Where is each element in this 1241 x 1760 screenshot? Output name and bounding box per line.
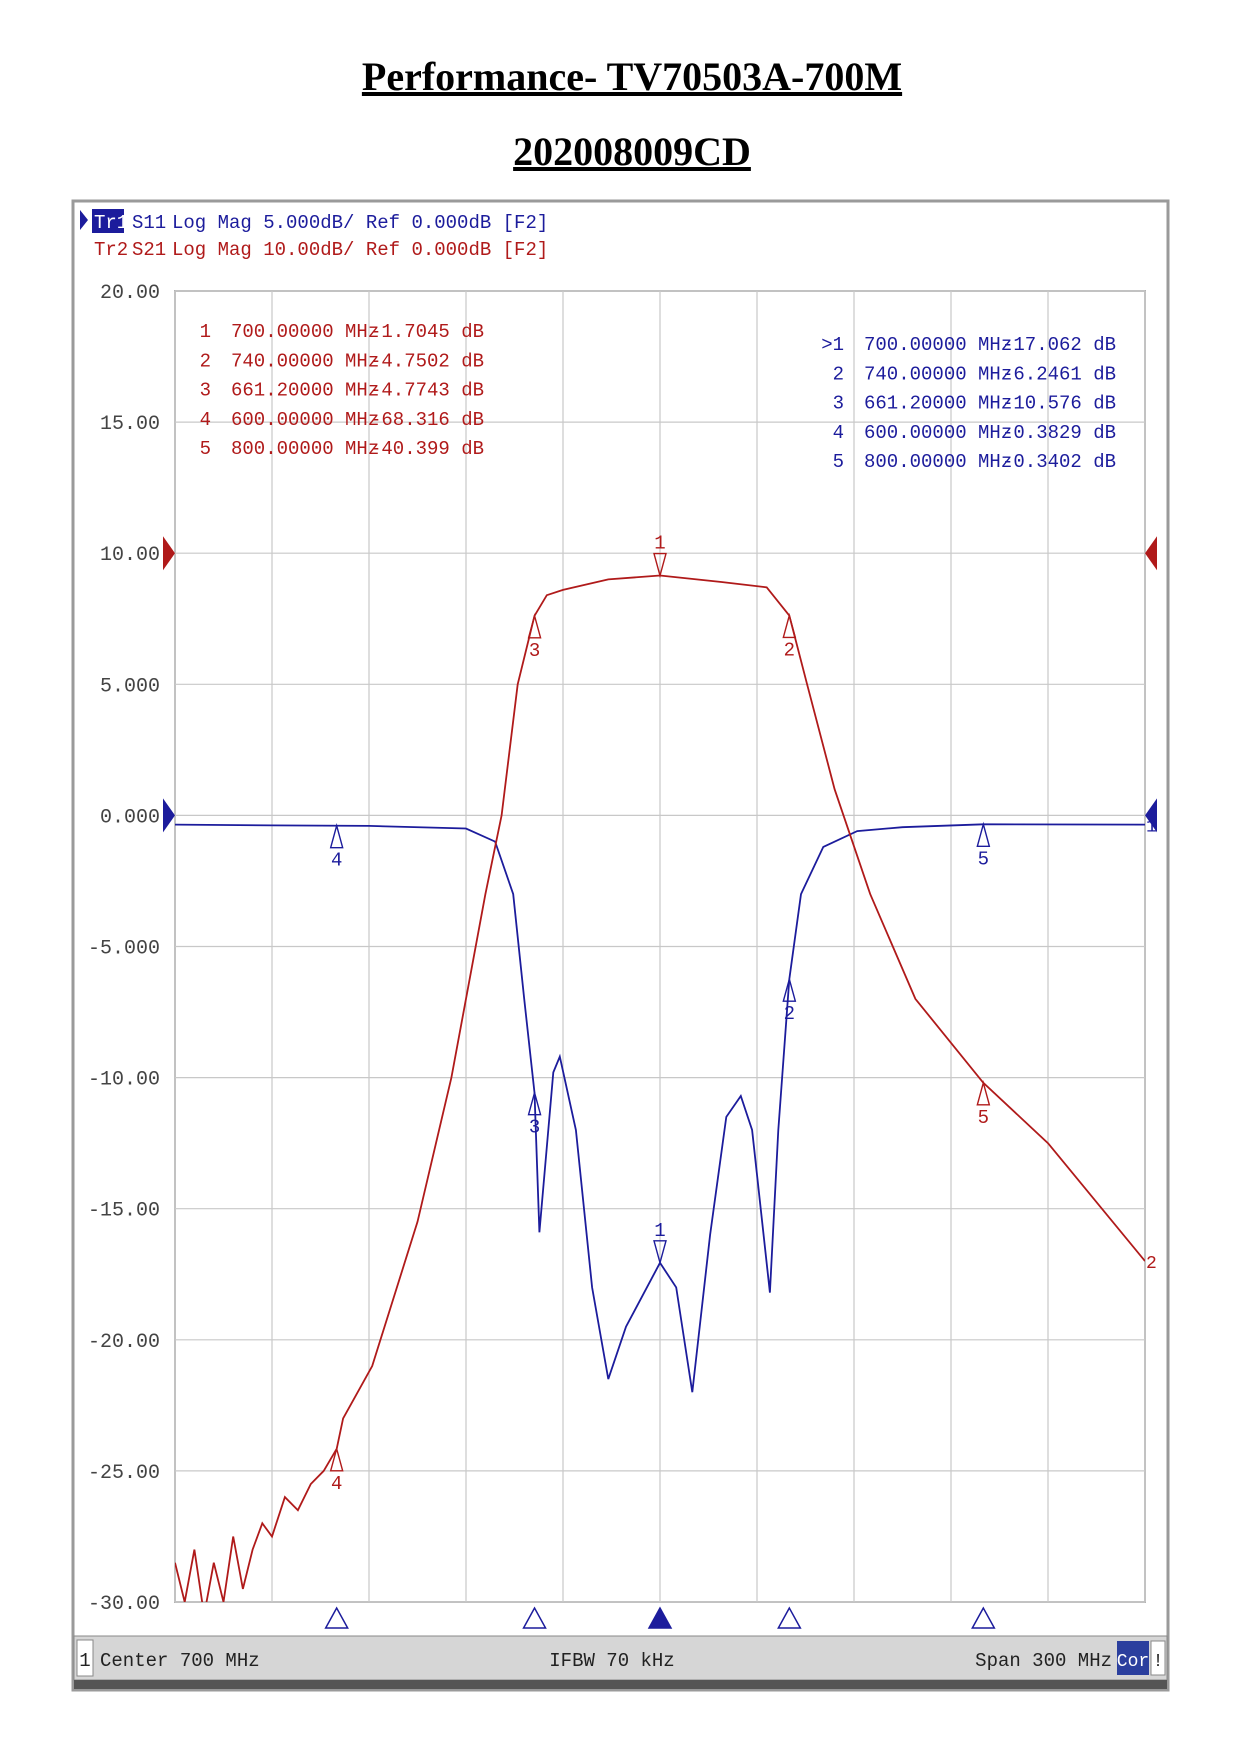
marker-value: -4.7743 dB xyxy=(370,380,484,402)
marker-value: -6.2461 dB xyxy=(1002,363,1116,385)
y-tick-label: -15.00 xyxy=(88,1200,160,1223)
y-tick-label: 10.00 xyxy=(100,544,160,567)
trace-id: Tr2 xyxy=(94,239,128,261)
y-tick-label: -10.00 xyxy=(88,1069,160,1092)
marker-freq: 700.00000 MHz xyxy=(231,321,379,343)
trace-settings: Log Mag 5.000dB/ Ref 0.000dB [F2] xyxy=(172,212,548,234)
marker-value: -10.576 dB xyxy=(1002,393,1116,415)
trace-marker-label: 3 xyxy=(529,640,540,662)
cor-box xyxy=(1117,1641,1149,1675)
trace-marker xyxy=(782,612,797,639)
screen-frame xyxy=(71,199,1170,1692)
marker-freq: 600.00000 MHz xyxy=(231,409,379,431)
marker-id: >1 xyxy=(821,334,844,356)
marker-id: 5 xyxy=(833,451,844,473)
status-bar xyxy=(73,1635,1168,1681)
y-tick-label: -5.000 xyxy=(88,938,160,961)
stimulus-marker xyxy=(522,1606,547,1629)
trace-marker-label: 5 xyxy=(978,1107,989,1129)
marker-value: -0.3402 dB xyxy=(1002,451,1116,473)
y-tick-label: 0.000 xyxy=(100,806,160,829)
marker-value: -1.7045 dB xyxy=(370,321,484,343)
trace-marker xyxy=(653,552,667,579)
y-tick-label: 15.00 xyxy=(100,413,160,436)
stimulus-marker xyxy=(777,1606,802,1629)
trace-marker-label: 1 xyxy=(654,533,665,555)
marker-freq: 740.00000 MHz xyxy=(864,363,1012,385)
trace-marker xyxy=(329,1446,344,1472)
flag-box xyxy=(1150,1640,1166,1676)
marker-id: 3 xyxy=(200,380,211,402)
trace-marker xyxy=(527,613,542,639)
marker-freq: 700.00000 MHz xyxy=(864,334,1012,356)
active-trace-arrow xyxy=(80,210,88,230)
marker-value: -0.3829 dB xyxy=(1002,422,1116,444)
marker-freq: 661.20000 MHz xyxy=(231,380,379,402)
trace-marker-label: 2 xyxy=(784,1003,795,1025)
trace-marker-label: 4 xyxy=(331,1473,342,1495)
marker-value: -40.399 dB xyxy=(370,438,484,460)
y-tick-label: 20.00 xyxy=(100,282,160,305)
marker-value: -4.7502 dB xyxy=(370,350,484,372)
marker-id: 2 xyxy=(200,350,211,372)
span: Span 300 MHz xyxy=(975,1650,1112,1672)
trace-marker-label: 2 xyxy=(784,639,795,661)
marker-value: -68.316 dB xyxy=(370,409,484,431)
marker-freq: 740.00000 MHz xyxy=(231,350,379,372)
marker-freq: 800.00000 MHz xyxy=(864,451,1012,473)
stimulus-marker xyxy=(647,1606,673,1629)
y-tick-label: -30.00 xyxy=(88,1593,160,1616)
trace-name: S11 xyxy=(132,212,166,234)
cor: Cor xyxy=(1117,1652,1149,1672)
trace-name: S21 xyxy=(132,239,166,261)
ref-arrow-right xyxy=(1145,536,1157,571)
active-trace-box xyxy=(92,209,124,233)
center: Center 700 MHz xyxy=(100,1650,260,1672)
ref-arrow-left xyxy=(163,798,175,833)
y-tick-label: -25.00 xyxy=(88,1462,160,1485)
trace-end-label: 1 xyxy=(1146,818,1157,838)
trace-marker-label: 3 xyxy=(529,1117,540,1139)
channel: 1 xyxy=(79,1650,90,1672)
trace-marker-label: 5 xyxy=(978,848,989,870)
title: Performance- TV70503A-700M xyxy=(362,54,902,99)
stimulus-marker xyxy=(324,1606,349,1629)
trace-end-label: 2 xyxy=(1146,1254,1157,1274)
trace-marker-label: 1 xyxy=(654,1220,665,1242)
marker-freq: 661.20000 MHz xyxy=(864,393,1012,415)
trace-marker xyxy=(976,821,991,848)
trace-marker xyxy=(329,823,344,849)
y-tick-label: -20.00 xyxy=(88,1331,160,1354)
marker-id: 4 xyxy=(833,422,844,444)
trace-id: Tr1 xyxy=(94,212,128,234)
marker-id: 2 xyxy=(833,363,844,385)
subtitle: 202008009CD xyxy=(513,129,751,174)
marker-value: -17.062 dB xyxy=(1002,334,1116,356)
marker-freq: 800.00000 MHz xyxy=(231,438,379,460)
stimulus-marker xyxy=(971,1606,996,1629)
trace-settings: Log Mag 10.00dB/ Ref 0.000dB [F2] xyxy=(172,239,548,261)
flag: ! xyxy=(1153,1652,1164,1672)
channel-box xyxy=(76,1639,94,1677)
marker-id: 3 xyxy=(833,393,844,415)
y-tick-label: 5.000 xyxy=(100,675,160,698)
trace-marker xyxy=(782,976,797,1002)
marker-id: 5 xyxy=(200,438,211,460)
trace-marker xyxy=(976,1080,991,1106)
trace-marker xyxy=(653,1240,667,1266)
marker-id: 1 xyxy=(200,321,211,343)
marker-freq: 600.00000 MHz xyxy=(864,422,1012,444)
ref-arrow-right xyxy=(1145,798,1157,833)
trace-marker-label: 4 xyxy=(331,850,342,872)
status-bottom xyxy=(74,1680,1167,1689)
ifbw: IFBW 70 kHz xyxy=(549,1650,674,1672)
trace-line xyxy=(175,574,1145,1602)
ref-arrow-left xyxy=(163,536,175,571)
trace-marker xyxy=(527,1090,542,1116)
marker-id: 4 xyxy=(200,409,211,431)
